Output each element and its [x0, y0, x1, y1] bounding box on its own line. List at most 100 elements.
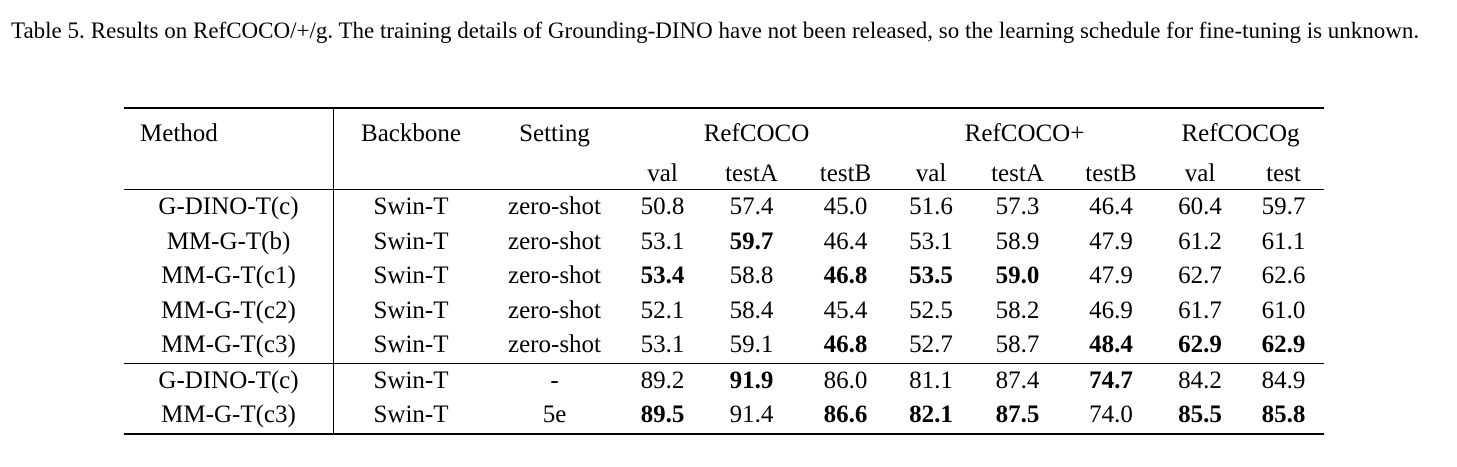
cell-value: 48.4 [1089, 331, 1133, 358]
cell-value: 86.0 [799, 362, 892, 398]
cell-value: 81.1 [892, 362, 970, 398]
cell-value: 62.6 [1261, 262, 1306, 289]
cell-method: MM-G-T(c3) [124, 328, 334, 363]
table-row: G-DINO-T(c) Swin-T zero-shot 50.8 57.4 45.0 51… [124, 189, 1324, 225]
cell-method: G-DINO-T(c) [124, 189, 334, 225]
header-sub-testb: testB [1085, 160, 1137, 187]
cell-value: 61.2 [1178, 227, 1222, 255]
results-table: Method Backbone Setting RefCOCO RefCOCO+… [124, 107, 1324, 435]
cell-value: 84.9 [1243, 362, 1324, 398]
header-backbone-blank [334, 159, 489, 190]
header-setting-blank [488, 159, 621, 190]
cell-value: 58.7 [995, 331, 1040, 358]
cell-value: 86.6 [799, 398, 892, 435]
cell-value: 74.0 [1065, 398, 1157, 435]
cell-backbone: Swin-T [333, 362, 488, 398]
table-caption: Table 5. Results on RefCOCO/+/g. The trai… [11, 14, 1443, 47]
cell-value: 58.9 [995, 227, 1040, 255]
cell-value: 60.4 [1157, 189, 1243, 225]
cell-value: 59.7 [1243, 189, 1324, 225]
table-row: MM-G-T(c2) Swin-T zero-shot 52.1 58.4 45.4 52.… [124, 293, 1324, 328]
cell-value: 47.9 [1089, 227, 1133, 255]
header-sub-val: val [1184, 160, 1216, 187]
header-group-refcoco: RefCOCO [703, 120, 810, 147]
cell-value: 53.1 [909, 227, 953, 255]
header-method: Method [124, 108, 334, 159]
cell-value: 89.5 [621, 398, 704, 435]
cell-method: MM-G-T(b) [124, 224, 334, 259]
cell-value: 59.0 [995, 262, 1040, 289]
cell-value: 46.4 [1065, 189, 1157, 225]
cell-value: 85.5 [1157, 398, 1243, 435]
table-row: MM-G-T(c1) Swin-T zero-shot 53.4 58.8 46.8 53.… [124, 259, 1324, 294]
cell-value: 61.7 [1178, 296, 1222, 324]
cell-value: 52.7 [909, 331, 953, 358]
cell-method: MM-G-T(c1) [124, 259, 334, 294]
cell-value: 74.7 [1065, 362, 1157, 398]
cell-setting: zero-shot [507, 331, 602, 358]
caption-label: Table 5. [11, 18, 85, 43]
cell-value: 57.3 [970, 189, 1065, 225]
cell-value: 62.9 [1178, 331, 1222, 358]
table-row: MM-G-T(c3) Swin-T zero-shot 53.1 59.1 46.8 52.… [124, 328, 1324, 363]
cell-value: 85.8 [1243, 398, 1324, 435]
cell-method: MM-G-T(c3) [124, 398, 334, 435]
table-body: G-DINO-T(c) Swin-T zero-shot 50.8 57.4 45.0 51… [124, 189, 1324, 435]
cell-setting: zero-shot [507, 227, 602, 255]
cell-backbone: Swin-T [333, 189, 488, 225]
cell-value: 82.1 [892, 398, 970, 435]
table-row: MM-G-T(c3) Swin-T 5e 89.5 91.4 86.6 82.1 87.5 74… [124, 398, 1324, 435]
header-backbone: Backbone [361, 120, 461, 147]
cell-value: 59.1 [729, 331, 774, 358]
cell-setting: 5e [488, 398, 621, 435]
cell-backbone: Swin-T [333, 398, 488, 435]
cell-value: 53.5 [909, 262, 953, 289]
header-row-subcolumns: val testA testB val testA testB val test [124, 159, 1324, 190]
header-group-refcocog: RefCOCOg [1181, 120, 1300, 147]
cell-value: 52.1 [640, 296, 685, 324]
cell-value: 61.0 [1261, 296, 1306, 324]
header-group-refcoco-plus: RefCOCO+ [964, 120, 1085, 147]
cell-value: 45.4 [823, 296, 868, 324]
cell-value: 50.8 [621, 189, 704, 225]
cell-value: 58.2 [995, 296, 1040, 324]
cell-value: 87.5 [970, 398, 1065, 435]
cell-method: G-DINO-T(c) [124, 362, 334, 398]
cell-value: 58.4 [729, 296, 774, 324]
header-sub-testb: testB [819, 160, 872, 187]
cell-value: 59.7 [729, 227, 774, 255]
cell-value: 58.8 [729, 262, 774, 289]
header-sub-test: test [1266, 160, 1301, 187]
cell-value: 89.2 [621, 362, 704, 398]
header-sub-val: val [647, 160, 678, 187]
table-row: MM-G-T(b) Swin-T zero-shot 53.1 59.7 46.4 53.1… [124, 224, 1324, 259]
caption-text: Results on RefCOCO/+/g. The training det… [90, 18, 1420, 43]
cell-value: 57.4 [704, 189, 799, 225]
cell-value: 46.8 [823, 262, 868, 289]
header-setting: Setting [519, 120, 590, 147]
cell-value: 53.4 [640, 262, 685, 289]
cell-value: 62.7 [1178, 262, 1222, 289]
header-sub-val: val [915, 160, 947, 187]
cell-value: 91.4 [704, 398, 799, 435]
header-method-blank [124, 159, 334, 190]
cell-value: 53.1 [640, 331, 685, 358]
cell-setting: zero-shot [507, 262, 602, 289]
cell-value: 87.4 [970, 362, 1065, 398]
table-row: G-DINO-T(c) Swin-T -89.2 91.9 86.0 81.1 87.4 74… [124, 362, 1324, 398]
cell-value: 61.1 [1261, 227, 1306, 255]
cell-value: 62.9 [1261, 331, 1306, 358]
cell-value: 46.8 [823, 331, 868, 358]
cell-value: 91.9 [704, 362, 799, 398]
cell-value: 46.4 [823, 227, 868, 255]
cell-backbone: Swin-T [373, 227, 449, 255]
header-row-groups: Method Backbone Setting RefCOCO RefCOCO+… [124, 108, 1324, 159]
cell-value: 53.1 [640, 227, 685, 255]
cell-backbone: Swin-T [373, 262, 449, 289]
cell-value: 84.2 [1157, 362, 1243, 398]
cell-setting: zero-shot [488, 189, 621, 225]
cell-value: 45.0 [799, 189, 892, 225]
cell-value: 46.9 [1089, 296, 1133, 324]
header-sub-testa: testA [991, 160, 1044, 187]
header-sub-testa: testA [725, 160, 778, 187]
